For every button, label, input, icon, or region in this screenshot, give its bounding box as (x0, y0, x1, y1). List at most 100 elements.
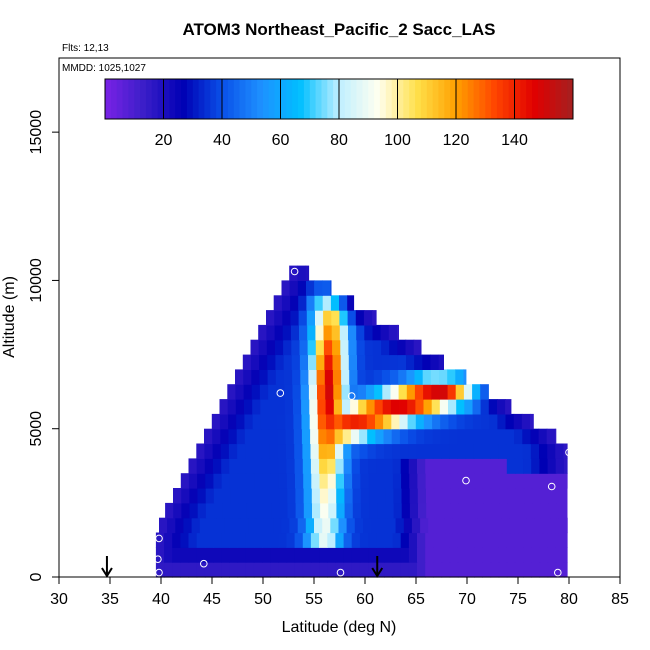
heatmap-cell (242, 354, 252, 370)
heatmap-cell (335, 547, 345, 563)
heatmap-cell (531, 547, 541, 563)
heatmap-cell (408, 458, 418, 474)
heatmap-cell (326, 428, 336, 445)
heatmap-cell (381, 339, 390, 356)
heatmap-cell (463, 369, 467, 385)
heatmap-cell (539, 443, 548, 459)
heatmap-cell (457, 458, 467, 474)
heatmap-cell (262, 488, 272, 504)
heatmap-cell (375, 443, 385, 459)
heatmap-cell (219, 413, 229, 430)
heatmap-cell (276, 399, 286, 415)
heatmap-cell (315, 310, 324, 326)
heatmap-cell (221, 532, 230, 548)
heatmap-cell (311, 488, 321, 504)
heatmap-cell (475, 502, 484, 519)
heatmap-cell (341, 369, 350, 385)
heatmap-cell (440, 413, 449, 430)
heatmap-cell (433, 532, 443, 548)
heatmap-cell (352, 502, 362, 519)
heatmap-cell (344, 488, 354, 504)
heatmap-cell (385, 488, 394, 504)
heatmap-cell (555, 458, 565, 474)
heatmap-cell (318, 443, 328, 459)
heatmap-cell (236, 413, 245, 430)
heatmap-cell (366, 399, 376, 415)
heatmap-cell (393, 502, 403, 519)
colorbar-segment (555, 79, 562, 119)
sample-points (154, 267, 573, 577)
heatmap-cell (457, 547, 467, 563)
x-tick-label: 75 (509, 591, 527, 608)
heatmap-cell (360, 473, 370, 489)
colorbar-segment (356, 79, 363, 119)
heatmap-cell (188, 562, 198, 578)
heatmap-cell (341, 384, 351, 400)
heatmap-cell (356, 339, 366, 356)
colorbar-segment (175, 79, 182, 119)
heatmap-cell (172, 547, 181, 563)
heatmap-cell (472, 399, 482, 415)
heatmap-cell (294, 458, 304, 474)
colorbar-segment (549, 79, 556, 119)
colorbar-segment (298, 79, 305, 119)
heatmap-cell (327, 458, 336, 474)
heatmap-cell (564, 502, 568, 519)
heatmap-cell (532, 488, 541, 504)
heatmap-cell (514, 443, 524, 459)
heatmap-cell (273, 295, 283, 311)
x-tick-label: 40 (152, 591, 170, 608)
colorbar-segment (485, 79, 492, 119)
y-tick-label: 0 (28, 572, 45, 581)
heatmap-cell (213, 488, 223, 504)
heatmap-cell (204, 532, 214, 548)
heatmap-cell (277, 443, 287, 459)
heatmap-cell (315, 324, 325, 341)
heatmap-cells (155, 265, 568, 578)
heatmap-cell (397, 339, 407, 356)
heatmap-cell (230, 488, 239, 504)
heatmap-cell (397, 354, 407, 370)
heatmap-cell (339, 324, 349, 341)
heatmap-cell (221, 458, 230, 474)
heatmap-cell (380, 324, 390, 341)
heatmap-cell (547, 443, 556, 459)
heatmap-cell (262, 547, 271, 563)
heatmap-cell (339, 295, 348, 311)
heatmap-cell (414, 369, 424, 385)
x-tick-label: 70 (458, 591, 476, 608)
heatmap-cell (540, 502, 550, 519)
heatmap-cell (314, 280, 323, 296)
heatmap-cell (336, 502, 346, 519)
colorbar-segment (502, 79, 510, 119)
colorbar-segment (157, 79, 164, 119)
heatmap-cell (294, 547, 304, 563)
heatmap-cell (334, 428, 344, 445)
heatmap-cell (341, 399, 351, 415)
heatmap-cell (439, 369, 448, 385)
heatmap-cell (357, 354, 366, 370)
heatmap-cell (539, 532, 549, 548)
heatmap-cell (505, 428, 515, 445)
heatmap-cell (235, 399, 245, 415)
heatmap-cell (406, 384, 416, 400)
heatmap-cell (384, 532, 394, 548)
heatmap-cell (482, 562, 492, 578)
heatmap-cell (538, 428, 548, 445)
heatmap-cell (322, 517, 331, 534)
heatmap-cell (335, 532, 345, 548)
heatmap-cell (440, 428, 450, 445)
colorbar-segment (222, 79, 229, 119)
heatmap-cell (374, 384, 383, 400)
heatmap-cell (509, 517, 519, 534)
heatmap-cell (474, 547, 483, 563)
sample-point (565, 448, 573, 457)
colorbar-segment (210, 79, 217, 119)
colorbar-segment (339, 79, 346, 119)
heatmap-cell (298, 310, 308, 326)
colorbar-segment (333, 79, 340, 119)
colorbar-segment (496, 79, 504, 119)
heatmap-cell (383, 428, 393, 445)
heatmap-cell (539, 547, 549, 563)
heatmap-cell (286, 562, 296, 578)
